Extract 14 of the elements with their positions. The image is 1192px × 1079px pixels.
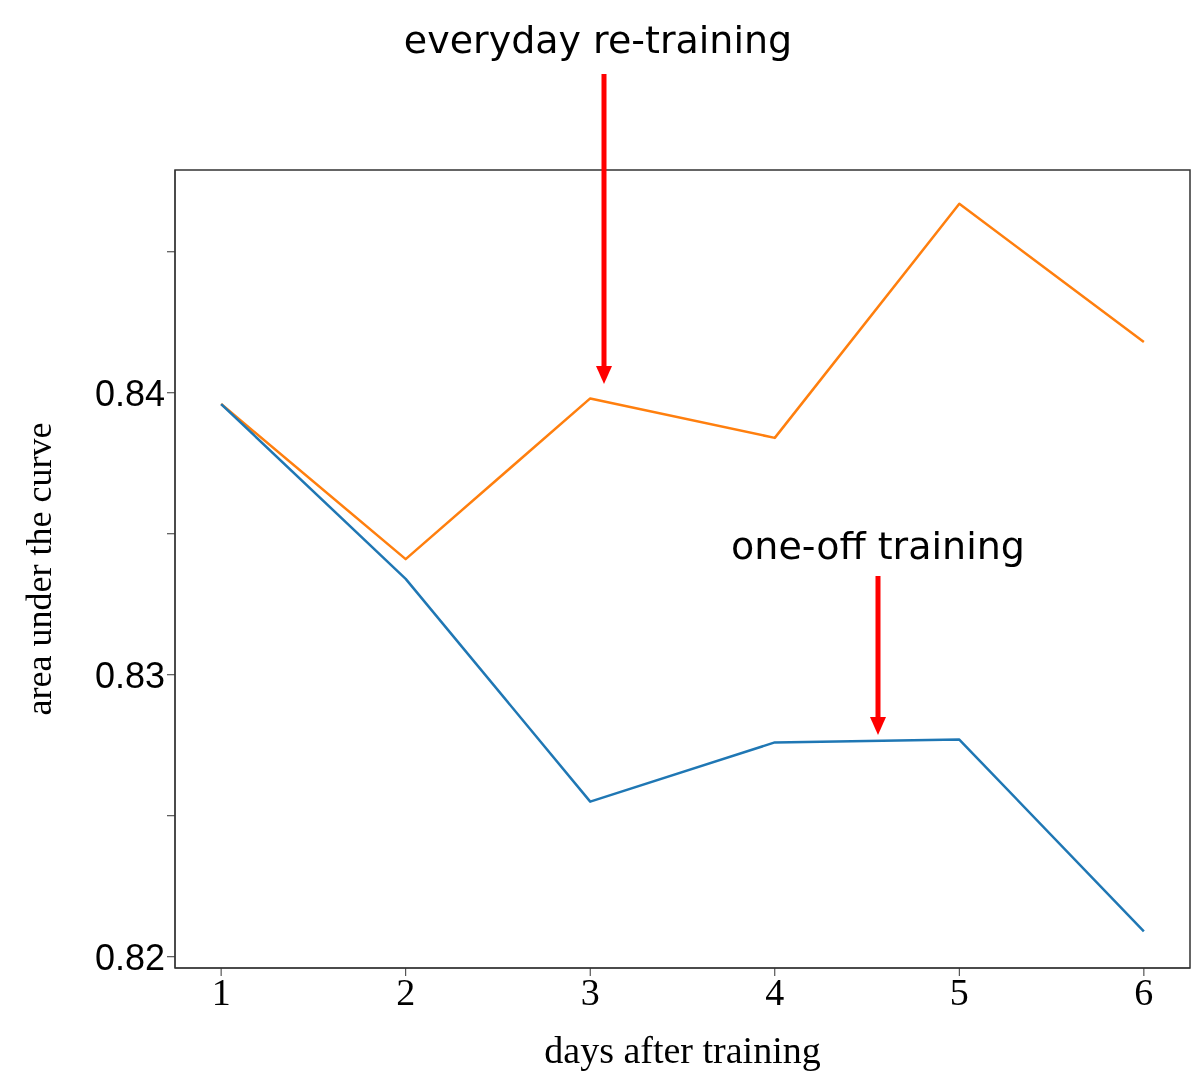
x-tick-label: 1 [211,970,231,1013]
y-tick-label: 0.83 [94,654,165,696]
x-tick-label: 5 [949,970,969,1013]
x-tick-label: 3 [580,970,600,1013]
annotation: one-off training [731,524,1025,568]
x-axis-title: days after training [544,1029,821,1071]
x-tick-label: 2 [396,970,416,1013]
x-tick-label: 4 [765,970,785,1013]
y-tick-label: 0.82 [94,936,165,978]
text: everyday re-training [403,18,793,62]
y-axis-title: area under the curve [18,422,59,716]
y-tick-label: 0.84 [94,372,165,414]
x-tick-label: 6 [1134,970,1154,1013]
line-series [219,402,1146,933]
